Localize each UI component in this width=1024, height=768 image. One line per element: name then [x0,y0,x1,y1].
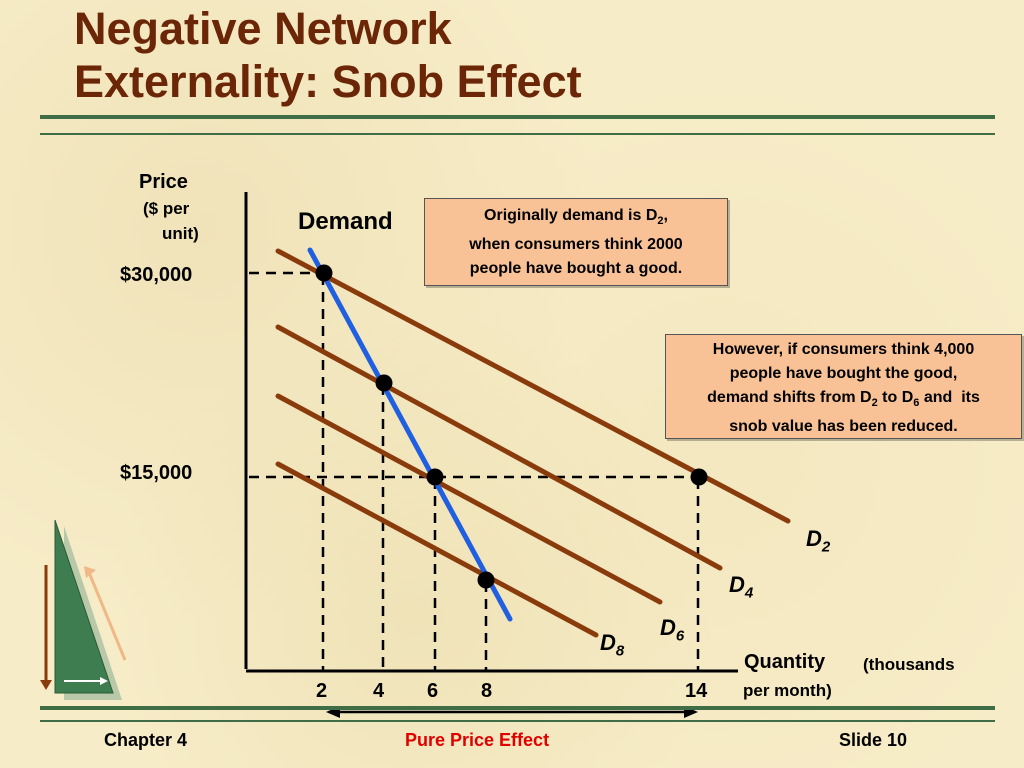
callout2-line2: people have bought the good, [729,365,958,382]
x-axis-unit-line1: (thousands [863,655,955,674]
callout2-text-a: demand shifts from D [707,389,872,406]
y-axis-label: Price [139,171,188,193]
callout1-text-a: Originally demand is D [484,207,658,224]
d2-label: D2 [806,526,830,555]
price-low-label: $15,000 [120,462,193,484]
x-axis-label: Quantity [744,651,826,673]
x-tick-2: 2 [316,680,328,702]
point-q6-15000 [426,468,444,486]
callout-original-demand: Originally demand is D2, when consumers … [424,198,728,286]
d8-sub: 8 [615,642,625,660]
price-high-label: $30,000 [120,264,193,286]
x-tick-8: 8 [481,680,493,702]
callout2-line3: demand shifts from D2 to D6 and its [666,386,1021,415]
callout2-line1: However, if consumers think 4,000 [712,341,975,358]
curve-d8 [275,461,599,638]
y-axis-unit-line2: unit) [162,224,199,243]
d2-sub: 2 [821,538,831,556]
curve-d4 [275,324,723,571]
callout2-sub2: 6 [913,397,920,410]
point-q2-30000 [315,264,333,282]
callout1-line1: Originally demand is D2, [425,204,727,233]
d4-sub: 4 [744,584,754,602]
footer-slide-number: Slide 10 [839,730,908,750]
x-tick-14: 14 [685,680,708,702]
d6-sub: 6 [675,627,685,645]
curve-d6 [275,393,663,605]
callout2-text-b: to D [877,389,914,406]
callout-demand-shift: However, if consumers think 4,000 people… [665,334,1022,439]
demand-label: Demand [298,208,393,235]
callout2-sub1: 2 [871,397,878,410]
d8-letter: D [600,630,616,655]
x-tick-6: 6 [427,680,439,702]
callout2-text-c: and its [919,389,980,406]
point-q8 [477,571,495,589]
footer-rule-top [40,706,995,710]
footer-chapter: Chapter 4 [104,730,188,750]
market-demand-line [307,247,513,622]
title-line-2: Externality: Snob Effect [74,56,582,107]
d4-label: D4 [729,572,753,601]
y-axis-unit-line1: ($ per [143,199,190,218]
callout1-sub: 2 [657,215,664,228]
d6-letter: D [660,615,676,640]
callout1-text-b: , [663,207,668,224]
callout1-line3: people have bought a good. [469,260,683,278]
callout2-line4: snob value has been reduced. [729,418,958,436]
x-tick-4: 4 [373,680,385,702]
point-q4 [375,374,393,392]
triangle-logo-icon [40,519,127,700]
d2-letter: D [806,526,822,551]
slide-title: Negative Network Externality: Snob Effec… [74,2,582,108]
d6-label: D6 [660,615,684,644]
title-rule-top [40,115,995,119]
x-axis-unit-line2: per month) [743,681,832,700]
footer-pure-price-effect: Pure Price Effect [405,730,550,750]
title-rule-bottom [40,133,995,135]
d8-label: D8 [600,630,624,659]
footer-rule-bottom [40,720,995,722]
callout1-line2: when consumers think 2000 [469,236,683,254]
title-line-1: Negative Network [74,3,452,54]
d4-letter: D [729,572,745,597]
point-q14-15000 [690,468,708,486]
